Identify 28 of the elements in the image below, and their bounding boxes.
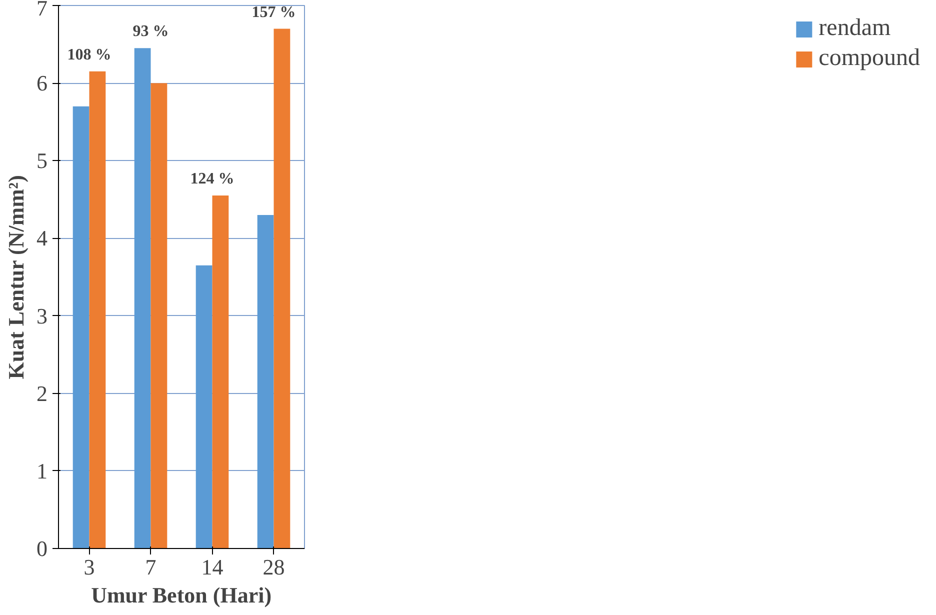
x-tick-label: 7: [145, 554, 156, 580]
y-tick-label: 5: [36, 148, 48, 174]
bar: [134, 48, 151, 548]
y-axis-title: Kuat Lentur (N/mm²): [4, 175, 28, 380]
annotation: 108 %: [67, 46, 112, 64]
annotation: 93 %: [132, 23, 169, 40]
y-tick-label: 3: [36, 303, 48, 328]
y-tick-label: 2: [36, 380, 48, 406]
bar: [89, 71, 106, 548]
x-axis-title: Umur Beton (Hari): [91, 582, 272, 608]
legend-label: compound: [818, 45, 920, 72]
bar: [212, 196, 229, 548]
x-tick-label: 14: [201, 554, 224, 580]
bar: [72, 106, 90, 548]
x-tick-label: 28: [262, 554, 285, 580]
annotation: 157 %: [252, 4, 296, 21]
x-tick-label: 3: [84, 554, 95, 580]
y-tick-label: 4: [36, 226, 48, 251]
y-tick-label: 1: [36, 458, 48, 484]
bar: [196, 265, 212, 548]
y-tick-label: 7: [36, 0, 48, 20]
y-tick-label: 6: [36, 70, 48, 96]
bar: [274, 28, 290, 548]
legend-label: rendam: [818, 15, 891, 42]
bar: [257, 214, 274, 548]
y-tick-label: 0: [36, 536, 48, 561]
bar: [150, 83, 168, 548]
annotation: 124 %: [190, 170, 234, 188]
